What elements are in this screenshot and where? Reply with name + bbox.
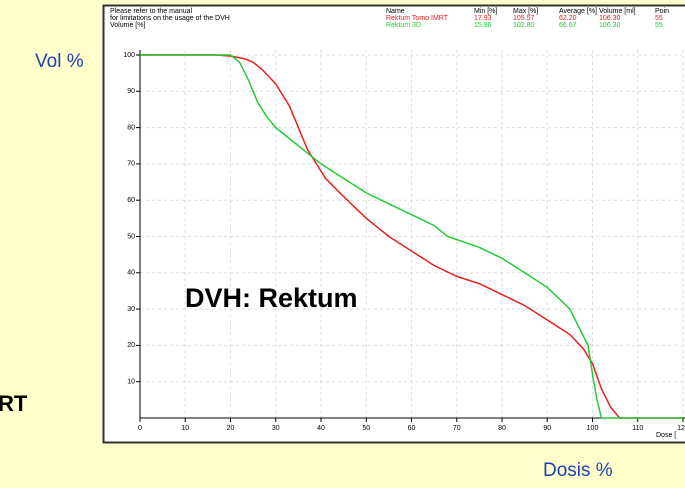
table-header: Volume [ml]	[599, 8, 636, 15]
stat-value: 102.80	[513, 22, 535, 29]
note: Volume [%]	[110, 22, 145, 29]
x-tick-label: 30	[272, 425, 280, 432]
chart-panel	[102, 4, 685, 444]
x-tick-label: 70	[453, 425, 461, 432]
x-tick-label: 10	[181, 425, 189, 432]
x-tick-label: 100	[587, 425, 599, 432]
table-header: Name	[386, 8, 405, 15]
table-header: Poin	[655, 8, 669, 15]
y-tick-label: 70	[127, 161, 135, 168]
table-header: Average [%]	[559, 8, 597, 15]
stat-value: 15.96	[474, 22, 492, 29]
x-tick-label: 60	[408, 425, 416, 432]
y-tick-label: 10	[127, 379, 135, 386]
x-tick-label: 110	[632, 425, 643, 432]
table-header: Max [%]	[513, 8, 538, 15]
y-tick-label: 60	[127, 197, 135, 204]
stat-value: 106.30	[599, 22, 621, 29]
y-tick-label: 40	[127, 270, 135, 277]
stat-value: 55	[655, 15, 663, 22]
dvh-line	[140, 54, 683, 419]
stat-value: 17.93	[474, 15, 492, 22]
stat-value: 105.57	[513, 15, 535, 22]
x-tick-label: 80	[498, 425, 506, 432]
x-tick-label: 40	[317, 425, 325, 432]
x-tick-label: 90	[543, 425, 551, 432]
fragment-text: RT	[0, 391, 28, 416]
x-tick-label: 0	[138, 425, 142, 432]
dvh-line	[140, 54, 683, 419]
stat-value: 62.20	[559, 15, 577, 22]
y-tick-label: 100	[123, 52, 135, 59]
legend-name: Rektum Tomo IMRT	[386, 15, 449, 22]
y-tick-label: 30	[127, 306, 135, 313]
y-tick-label: 20	[127, 342, 135, 349]
y-tick-label: 50	[127, 233, 135, 240]
chart-title: DVH: Rektum	[185, 283, 358, 313]
x-tick-label: 20	[227, 425, 235, 432]
stat-value: 106.30	[599, 15, 621, 22]
x-axis-title: Dose [	[656, 432, 676, 439]
x-axis-label: Dosis %	[543, 460, 613, 481]
legend-name: Rektum 3D	[386, 22, 421, 29]
y-tick-label: 80	[127, 124, 135, 131]
y-axis-label: Vol %	[35, 51, 84, 72]
stat-value: 66.67	[559, 22, 577, 29]
note: for limitations on the usage of the DVH	[110, 15, 230, 22]
table-header: Min [%]	[474, 8, 497, 15]
note: Please refer to the manual	[110, 8, 193, 15]
stat-value: 55	[655, 22, 663, 29]
x-tick-label: 120	[677, 425, 685, 432]
y-tick-label: 90	[127, 88, 135, 95]
x-tick-label: 50	[362, 425, 370, 432]
